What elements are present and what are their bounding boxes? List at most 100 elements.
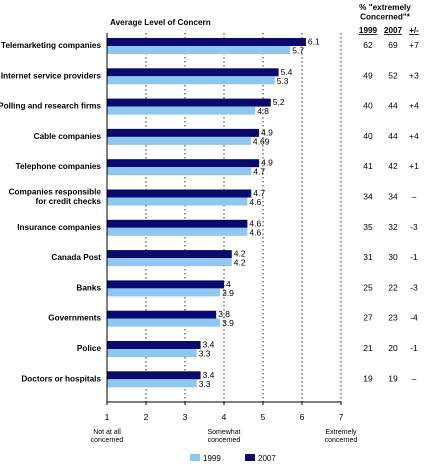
bar-2007 — [107, 189, 252, 198]
table-cell: – — [412, 373, 417, 383]
table-column-header: 2007 — [384, 26, 403, 35]
chart-title: Average Level of Concern — [110, 18, 211, 27]
value-label-2007: 3.4 — [203, 340, 215, 350]
category-label: Police — [77, 344, 102, 353]
bar-1999 — [107, 318, 221, 327]
category-label: Polling and research firms — [0, 102, 101, 111]
table-cell: +1 — [409, 161, 419, 171]
bar-2007 — [107, 68, 279, 77]
table-cell: 19 — [363, 373, 373, 383]
table-cell: 40 — [363, 101, 373, 111]
bar-2007 — [107, 371, 201, 380]
scale-anchor-label: Not at all — [93, 429, 121, 436]
table-cell: 25 — [363, 282, 373, 292]
scale-anchor-label: concerned — [91, 437, 124, 444]
bar-2007 — [107, 38, 306, 46]
table-cell: 62 — [363, 40, 373, 50]
table-cell: -1 — [410, 343, 418, 353]
table-cell: 52 — [388, 70, 398, 80]
legend-label: 2007 — [258, 454, 276, 463]
table-cell: 41 — [363, 161, 373, 171]
table-cell: 44 — [388, 131, 398, 141]
category-label: Telephone companies — [16, 162, 102, 171]
value-label-1999: 5.7 — [292, 46, 304, 56]
bar-1999 — [107, 106, 256, 115]
table-cell: 30 — [388, 252, 398, 262]
value-label-1999: 3.9 — [222, 288, 234, 298]
table-cell: 35 — [363, 222, 373, 232]
bar-2007 — [107, 250, 232, 259]
x-tick-label: 6 — [300, 412, 305, 422]
category-label: Insurance companies — [17, 223, 101, 232]
table-cell: 20 — [388, 343, 398, 353]
table-cell: -1 — [410, 252, 418, 262]
bar-2007 — [107, 280, 224, 289]
table-cell: 27 — [363, 313, 373, 323]
category-label: Governments — [48, 314, 101, 323]
table-cell: – — [412, 192, 417, 202]
table-cell: -3 — [410, 222, 418, 232]
category-label: Internet service providers — [1, 71, 102, 80]
category-labels: Telemarketing companies Internet service … — [0, 41, 101, 383]
bar-1999 — [107, 227, 248, 236]
scale-anchor-label: Extremely — [325, 429, 357, 436]
bar-1999 — [107, 76, 275, 85]
table-cell: 32 — [388, 222, 398, 232]
table-cell: 23 — [388, 313, 398, 323]
table-cell: -3 — [410, 282, 418, 292]
bar-1999 — [107, 258, 232, 267]
value-label-1999: 5.3 — [277, 76, 289, 86]
value-label-2007: 3.4 — [203, 370, 215, 380]
x-tick-label: 3 — [183, 412, 188, 422]
scale-anchor-label: concerned — [325, 437, 358, 444]
x-tick-label: 1 — [105, 412, 110, 422]
value-label-2007: 4.7 — [253, 188, 265, 198]
table-cell: 42 — [388, 161, 398, 171]
bar-1999 — [107, 46, 291, 54]
value-label-1999: 4.8 — [257, 106, 269, 116]
value-label-2007: 4.2 — [234, 249, 246, 259]
value-label-2007: 4.6 — [249, 218, 261, 228]
bars: 6.15.75.45.35.24.84.94.694.94.74.74.64.6… — [107, 37, 320, 389]
table-cell: 40 — [363, 131, 373, 141]
table-header: Concerned"* — [360, 13, 411, 22]
table-cell: 34 — [388, 192, 398, 202]
x-tick-label: 5 — [261, 412, 266, 422]
bar-1999 — [107, 197, 248, 206]
value-label-2007: 5.2 — [273, 97, 285, 107]
x-tick-label: 7 — [339, 412, 344, 422]
category-label: for credit checks — [35, 197, 101, 206]
category-label: Cable companies — [34, 132, 102, 141]
table-cell: +7 — [409, 40, 419, 50]
legend-label: 1999 — [203, 454, 221, 463]
value-label-2007: 5.4 — [281, 67, 293, 77]
scale-anchor-label: concerned — [208, 437, 241, 444]
legend: 1999 2007 — [190, 454, 276, 463]
value-label-2007: 4.9 — [261, 127, 273, 137]
table-column-header: 1999 — [359, 26, 378, 35]
table-cell: 22 — [388, 282, 398, 292]
value-label-1999: 4.69 — [253, 136, 270, 146]
category-label: Companies responsible — [9, 188, 102, 197]
x-tick-label: 4 — [222, 412, 227, 422]
category-label: Canada Post — [51, 253, 101, 262]
value-label-2007: 6.1 — [308, 37, 320, 47]
value-label-1999: 4.6 — [249, 227, 261, 237]
table-cell: 69 — [388, 40, 398, 50]
table-cell: 44 — [388, 101, 398, 111]
value-label-2007: 4.9 — [261, 158, 273, 168]
table-cell: 34 — [363, 192, 373, 202]
table-cell: +4 — [409, 131, 419, 141]
bar-2007 — [107, 159, 260, 168]
bar-1999 — [107, 288, 221, 297]
scale-anchor-label: Somewhat — [207, 429, 240, 436]
legend-swatch — [190, 454, 200, 461]
table-cell: 31 — [363, 252, 373, 262]
category-label: Doctors or hospitals — [21, 374, 101, 383]
grid-lines — [145, 33, 342, 402]
table-header: % "extremely — [359, 3, 411, 12]
table-cell: 49 — [363, 70, 373, 80]
value-label-2007: 3.8 — [218, 309, 230, 319]
